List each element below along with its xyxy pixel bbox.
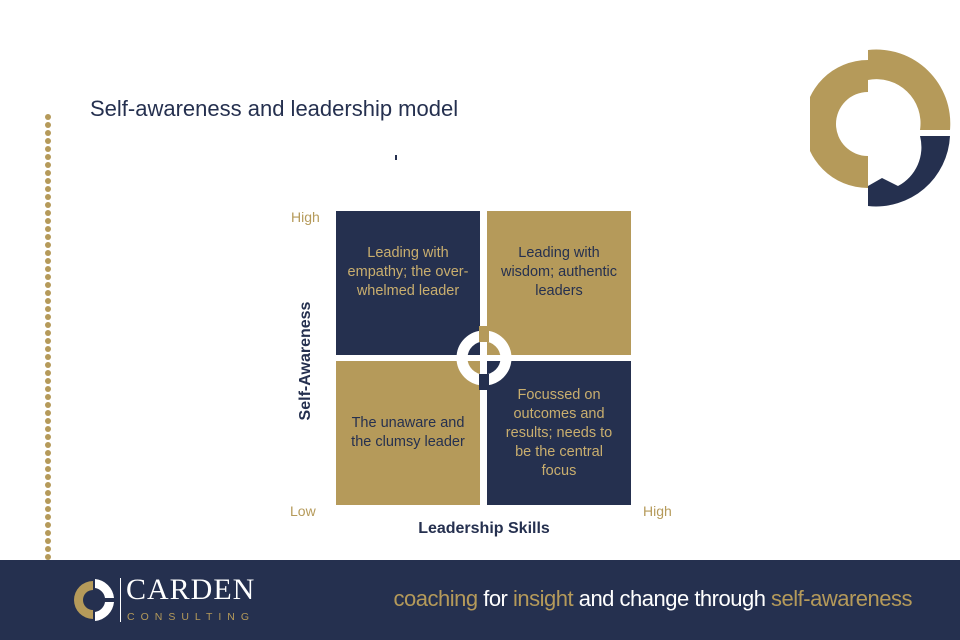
dot <box>45 538 51 544</box>
dot <box>45 226 51 232</box>
dot <box>45 370 51 376</box>
dot <box>45 218 51 224</box>
footer-bar: CARDEN CONSULTING coaching for insight a… <box>0 560 960 640</box>
dot <box>45 154 51 160</box>
carden-logo-icon <box>810 49 951 207</box>
slide-title: Self-awareness and leadership model <box>90 96 459 121</box>
dot <box>45 410 51 416</box>
dot <box>45 546 51 552</box>
decorative-dotted-line <box>45 114 53 604</box>
dot <box>45 146 51 152</box>
dot <box>45 394 51 400</box>
dot <box>45 402 51 408</box>
tagline-word: insight <box>513 586 574 611</box>
dot <box>45 450 51 456</box>
tagline-word: self-awareness <box>771 586 912 611</box>
dot <box>45 506 51 512</box>
dot <box>45 178 51 184</box>
small-tick-mark <box>395 155 397 160</box>
brand-name: CARDEN <box>126 573 256 606</box>
dot <box>45 322 51 328</box>
x-axis-title: Leadership Skills <box>418 520 550 537</box>
quadrant-bottom-left-text: The unaware and the clumsy leader <box>351 415 465 450</box>
dot <box>45 426 51 432</box>
dot <box>45 498 51 504</box>
dot <box>45 170 51 176</box>
dot <box>45 354 51 360</box>
dot <box>45 346 51 352</box>
dot <box>45 290 51 296</box>
tagline-word: and change through <box>573 586 772 611</box>
quadrant-bottom-left: The unaware and the clumsy leader <box>336 361 480 505</box>
dot <box>45 490 51 496</box>
dot <box>45 250 51 256</box>
quadrant-bottom-right-text: Focussed on outcomes and results; needs … <box>505 386 613 479</box>
quadrant-top-left-text: Leading with empathy; the over-whelmed l… <box>347 245 469 299</box>
dot <box>45 386 51 392</box>
y-axis-title: Self-Awareness <box>297 301 314 421</box>
dot <box>45 530 51 536</box>
dot <box>45 378 51 384</box>
dot <box>45 434 51 440</box>
dot <box>45 242 51 248</box>
dot <box>45 282 51 288</box>
tagline-word: coaching <box>393 586 479 611</box>
dot <box>45 314 51 320</box>
quadrant-top-right: Leading with wisdom; authentic leaders <box>487 211 631 355</box>
dot <box>45 306 51 312</box>
dot <box>45 234 51 240</box>
dot <box>45 186 51 192</box>
dot <box>45 298 51 304</box>
dot <box>45 266 51 272</box>
dot <box>45 474 51 480</box>
dot <box>45 138 51 144</box>
dot <box>45 482 51 488</box>
footer-divider <box>120 578 121 622</box>
dot <box>45 202 51 208</box>
footer-tagline: coaching for insight and change through … <box>393 586 913 612</box>
dot <box>45 514 51 520</box>
dot <box>45 458 51 464</box>
dot <box>45 522 51 528</box>
dot <box>45 418 51 424</box>
dot <box>45 114 51 120</box>
dot <box>45 554 51 560</box>
dot <box>45 362 51 368</box>
quadrant-top-right-text: Leading with wisdom; authentic leaders <box>500 245 618 299</box>
brand-subtitle: CONSULTING <box>127 611 256 623</box>
dot <box>45 258 51 264</box>
quadrant-bottom-right: Focussed on outcomes and results; needs … <box>487 361 631 505</box>
x-axis-high-label: High <box>643 503 672 519</box>
y-axis-high-label: High <box>291 209 320 225</box>
dot <box>45 194 51 200</box>
dot <box>45 338 51 344</box>
dot <box>45 274 51 280</box>
dot <box>45 162 51 168</box>
dot <box>45 210 51 216</box>
quadrant-top-left: Leading with empathy; the over-whelmed l… <box>336 211 480 355</box>
dot <box>45 442 51 448</box>
dot <box>45 130 51 136</box>
axis-low-label: Low <box>290 503 316 519</box>
ring-logo-icon <box>456 326 512 390</box>
dot <box>45 330 51 336</box>
carden-small-logo-icon <box>74 579 114 621</box>
tagline-word: for <box>477 586 513 611</box>
dot <box>45 466 51 472</box>
dot <box>45 122 51 128</box>
